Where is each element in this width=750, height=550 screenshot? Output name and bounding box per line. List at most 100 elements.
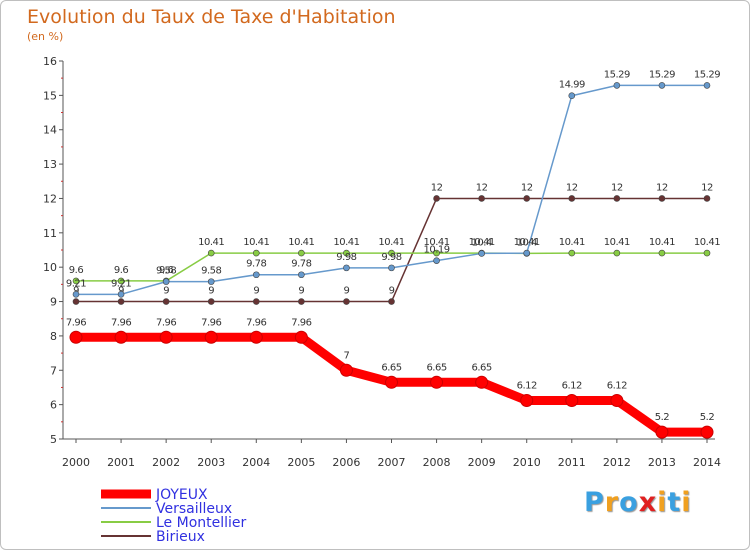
data-label: 15.29 [604, 69, 630, 80]
data-label: 12 [611, 182, 623, 193]
data-point [252, 249, 260, 257]
data-label: 10.4 [472, 237, 492, 248]
data-label: 9 [163, 286, 169, 297]
data-point [475, 375, 489, 389]
data-label: 7.96 [201, 317, 221, 328]
data-point [658, 195, 666, 202]
data-label: 6.65 [472, 362, 492, 373]
y-tick-label: 9 [50, 296, 57, 309]
y-tick-label: 14 [43, 124, 57, 137]
legend-label: Le Montellier [156, 515, 247, 531]
data-point [655, 425, 669, 439]
data-point [658, 82, 666, 89]
data-label: 9.78 [246, 259, 266, 270]
data-point [252, 298, 260, 305]
logo-letter: o [619, 487, 639, 518]
data-label: 9.98 [336, 252, 356, 263]
y-tick-label: 7 [50, 364, 57, 377]
data-label: 7.96 [291, 317, 311, 328]
data-point [298, 249, 305, 257]
chart-series: 99999999121212121212129.69.69.610.4110.4… [66, 69, 721, 439]
data-label: 9.6 [69, 265, 84, 276]
data-point [117, 291, 125, 298]
data-point [613, 195, 621, 202]
logo-letter: t [667, 487, 682, 518]
data-point [162, 278, 170, 285]
data-point [523, 249, 531, 257]
data-point [207, 249, 215, 257]
data-point [72, 298, 80, 305]
data-point [294, 330, 308, 344]
data-label: 9.58 [156, 266, 176, 277]
y-tick-label: 5 [50, 433, 57, 446]
data-label: 6.65 [426, 362, 446, 373]
chart-axes: 5 6 7 8 9 10 11 12 13 14 15 16 2000 2001 2002 2003 2004 2… [43, 55, 721, 469]
data-point [252, 271, 260, 279]
data-point [703, 249, 711, 257]
data-label: 6.12 [607, 381, 627, 392]
data-label: 10.41 [243, 237, 269, 248]
chart-title: Evolution du Taux de Taxe d'Habitation [27, 6, 396, 28]
x-tick-label: 2005 [287, 456, 315, 469]
data-label: 15.29 [694, 69, 720, 80]
data-point [703, 195, 711, 202]
data-label: 12 [566, 182, 578, 193]
series-versailleux: 9.21 9.219.58 9.589.78 9.789.98 9.9810.1910.… [66, 69, 721, 298]
series-birieux: 9999999912121212121212 [72, 182, 713, 305]
data-point [298, 271, 305, 279]
data-point [114, 330, 128, 344]
data-label: 14.99 [559, 80, 585, 91]
x-tick-label: 2003 [197, 456, 225, 469]
data-label: 12 [701, 182, 713, 193]
data-point [433, 249, 440, 257]
data-point [478, 250, 485, 257]
logo-letter: P [584, 487, 605, 518]
data-point [430, 375, 444, 389]
x-tick-label: 2008 [423, 456, 451, 469]
x-tick-label: 2014 [693, 456, 721, 469]
data-label: 12 [431, 182, 443, 193]
data-point [433, 257, 440, 264]
data-point [117, 277, 125, 285]
x-tick-label: 2011 [558, 456, 586, 469]
x-tick-label: 2000 [62, 456, 90, 469]
data-point [388, 264, 395, 272]
data-label: 9.58 [201, 266, 221, 277]
data-label: 9 [208, 286, 214, 297]
data-label: 6.12 [562, 381, 582, 392]
data-label: 10.41 [469, 237, 495, 248]
logo-letter: r [604, 487, 620, 518]
data-label: 10.41 [604, 237, 630, 248]
data-label: 10.19 [424, 245, 450, 256]
x-tick-label: 2002 [152, 456, 180, 469]
data-point [613, 82, 621, 89]
data-point [523, 195, 531, 202]
data-point [343, 249, 350, 257]
data-label: 10.41 [649, 237, 675, 248]
logo-letter: x [638, 487, 658, 518]
data-point [520, 394, 534, 408]
data-label: 12 [476, 182, 488, 193]
data-label: 9.21 [66, 278, 86, 289]
y-tick-label: 15 [43, 89, 57, 102]
data-point [703, 82, 711, 89]
data-label: 10.41 [288, 237, 314, 248]
data-point [339, 363, 353, 377]
legend-label: JOYEUX [155, 487, 208, 503]
data-label: 10.41 [378, 237, 404, 248]
data-label: 9.6 [114, 265, 129, 276]
data-label: 7.96 [111, 317, 131, 328]
x-tick-label: 2009 [468, 456, 496, 469]
x-tick-label: 2013 [648, 456, 676, 469]
data-point [478, 195, 485, 202]
data-label: 7 [343, 350, 349, 361]
series-joyeux: 7.96 7.96 7.96 7.96 7.96 7.96 7 6.65 6.65 6.65 6.1… [66, 317, 715, 439]
data-point [72, 277, 80, 285]
data-point [343, 298, 350, 305]
x-tick-label: 2010 [513, 456, 541, 469]
data-label: 10.41 [198, 237, 224, 248]
data-label: 9 [253, 286, 259, 297]
data-label: 6.65 [381, 362, 401, 373]
